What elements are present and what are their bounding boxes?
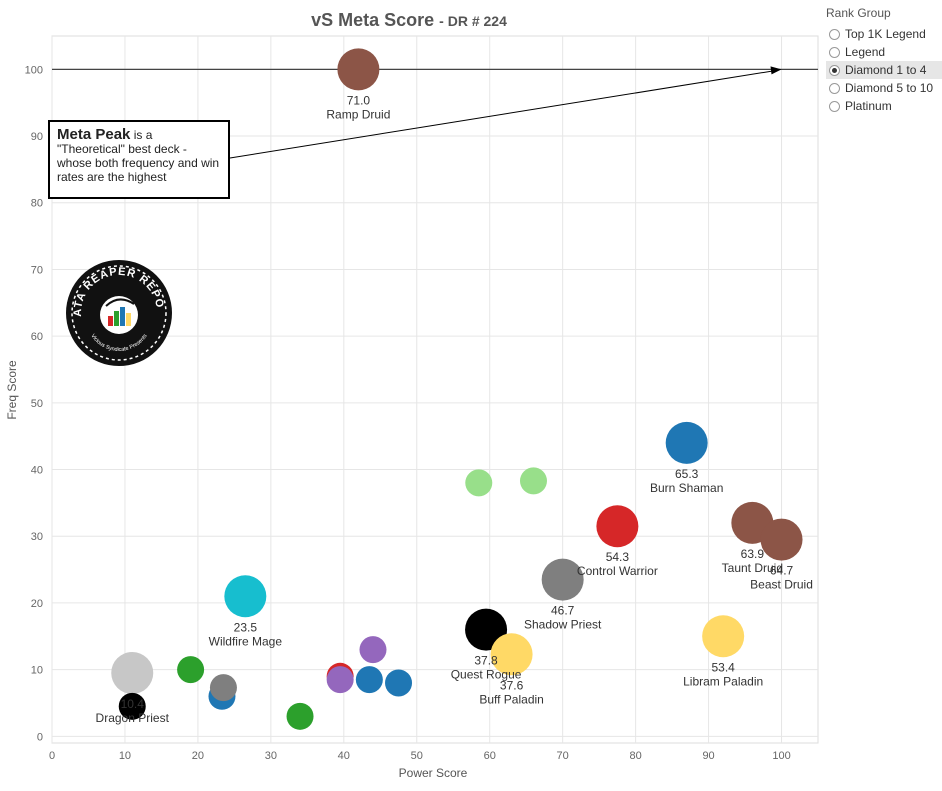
data-point[interactable] xyxy=(760,518,803,561)
legend-item[interactable]: Top 1K Legend xyxy=(826,25,942,43)
legend-item[interactable]: Diamond 5 to 10 xyxy=(826,79,942,97)
point-score-label: 10.4 xyxy=(121,697,145,711)
x-tick-label: 100 xyxy=(772,750,790,762)
x-tick-label: 0 xyxy=(49,750,55,762)
y-tick-label: 40 xyxy=(31,465,43,477)
x-tick-label: 90 xyxy=(702,750,714,762)
data-point[interactable] xyxy=(359,636,387,664)
point-name-label: Burn Shaman xyxy=(650,481,723,495)
chart-title: vS Meta Score - DR # 224 xyxy=(0,10,818,31)
data-point[interactable] xyxy=(465,469,493,497)
point-score-label: 64.7 xyxy=(770,564,794,578)
x-tick-label: 50 xyxy=(411,750,423,762)
point-name-label: Wildfire Mage xyxy=(209,634,283,648)
radio-icon[interactable] xyxy=(829,46,840,58)
legend-item[interactable]: Legend xyxy=(826,43,942,61)
point-score-label: 37.8 xyxy=(474,654,498,668)
y-tick-label: 90 xyxy=(31,131,43,143)
legend-item-label: Diamond 5 to 10 xyxy=(845,81,934,95)
y-tick-label: 100 xyxy=(25,64,43,76)
x-tick-label: 10 xyxy=(119,750,131,762)
x-axis-label: Power Score xyxy=(399,766,468,780)
data-point[interactable] xyxy=(118,692,146,720)
radio-icon[interactable] xyxy=(829,82,840,94)
point-name-label: Quest Rogue xyxy=(451,668,522,682)
legend-item[interactable]: Platinum xyxy=(826,97,942,115)
legend-title: Rank Group xyxy=(826,6,891,20)
x-tick-label: 40 xyxy=(338,750,350,762)
y-tick-label: 70 xyxy=(31,264,43,276)
axes: 0 10 20 30 40 50 60 70 80 90 100 0 10 20 30 40 50 60 70 80 9… xyxy=(25,64,791,762)
data-point[interactable] xyxy=(209,674,237,702)
chart-title-sub: DR # 224 xyxy=(447,13,507,29)
legend-item-label: Diamond 1 to 4 xyxy=(845,63,927,77)
data-reaper-logo: DATA REAPER REPORT Vicious Syndicate Pre… xyxy=(64,258,172,366)
point-name-label: Taunt Druid xyxy=(722,561,783,575)
legend-item[interactable]: Diamond 1 to 4 xyxy=(826,61,942,79)
data-point[interactable] xyxy=(385,669,413,697)
y-axis-label: Freq Score xyxy=(5,360,19,420)
point-name-label: Shadow Priest xyxy=(524,618,602,632)
radio-icon[interactable] xyxy=(829,28,840,40)
point-name-label: Ramp Druid xyxy=(326,107,390,121)
point-name-label: Libram Paladin xyxy=(683,674,763,688)
y-tick-label: 0 xyxy=(37,731,43,743)
point-name-label: Dragon Priest xyxy=(96,711,170,725)
legend-items: Top 1K Legend Legend Diamond 1 to 4 Diamond… xyxy=(826,25,942,115)
data-points xyxy=(111,48,803,730)
y-tick-label: 10 xyxy=(31,665,43,677)
data-point[interactable] xyxy=(519,467,547,495)
point-score-label: 23.5 xyxy=(234,620,258,634)
point-name-label: Control Warrior xyxy=(577,564,658,578)
x-tick-label: 80 xyxy=(629,750,641,762)
point-score-label: 65.3 xyxy=(675,467,699,481)
legend-item-label: Platinum xyxy=(845,99,892,113)
data-point[interactable] xyxy=(111,651,154,694)
point-score-label: 46.7 xyxy=(551,604,575,618)
chart-title-main: vS Meta Score xyxy=(311,10,435,30)
y-tick-label: 30 xyxy=(31,531,43,543)
radio-icon[interactable] xyxy=(829,64,840,76)
meta-peak-line xyxy=(52,66,818,159)
data-point[interactable] xyxy=(224,575,267,618)
data-point[interactable] xyxy=(337,48,380,91)
callout-text: is a "Theoretical" best deck - whose bot… xyxy=(57,128,220,184)
meta-peak-callout: Meta Peak is a "Theoretical" best deck -… xyxy=(48,120,230,199)
data-point[interactable] xyxy=(596,505,639,548)
point-score-label: 63.9 xyxy=(741,547,765,561)
x-tick-label: 70 xyxy=(557,750,569,762)
radio-icon[interactable] xyxy=(829,100,840,112)
rank-group-legend: Rank Group Top 1K Legend Legend Diamond 1 … xyxy=(826,6,942,115)
y-tick-label: 50 xyxy=(31,398,43,410)
arrowhead-icon xyxy=(770,66,782,75)
point-name-label: Beast Druid xyxy=(750,578,813,592)
y-tick-label: 80 xyxy=(31,198,43,210)
point-name-label: Buff Paladin xyxy=(479,692,544,706)
y-tick-label: 60 xyxy=(31,331,43,343)
data-point[interactable] xyxy=(702,615,745,658)
data-point[interactable] xyxy=(177,656,205,684)
data-point[interactable] xyxy=(286,702,314,730)
y-tick-label: 20 xyxy=(31,598,43,610)
point-score-label: 71.0 xyxy=(347,93,371,107)
point-score-label: 53.4 xyxy=(711,660,735,674)
data-point[interactable] xyxy=(541,558,584,601)
point-score-label: 37.6 xyxy=(500,678,524,692)
legend-item-label: Legend xyxy=(845,45,886,59)
legend-item-label: Top 1K Legend xyxy=(845,27,926,41)
callout-arrow-line xyxy=(229,70,774,159)
x-tick-label: 30 xyxy=(265,750,277,762)
data-point[interactable] xyxy=(665,421,708,464)
data-point[interactable] xyxy=(326,666,354,694)
callout-highlight: Meta Peak xyxy=(57,126,131,143)
data-point[interactable] xyxy=(355,666,383,694)
x-tick-label: 60 xyxy=(484,750,496,762)
x-tick-label: 20 xyxy=(192,750,204,762)
point-score-label: 54.3 xyxy=(606,550,630,564)
chart-title-separator: - xyxy=(439,13,448,29)
data-point[interactable] xyxy=(490,633,533,676)
